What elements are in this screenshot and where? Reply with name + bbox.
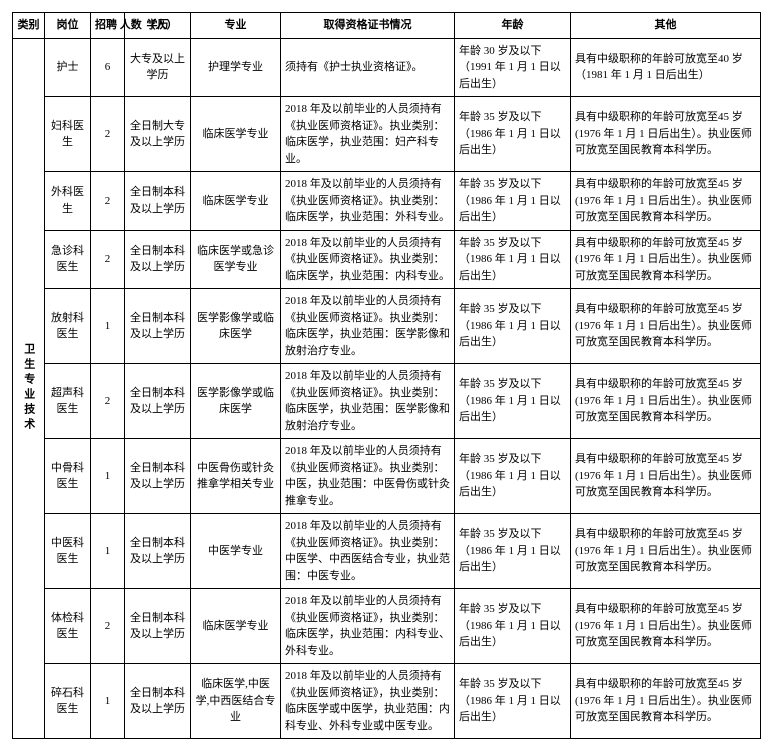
major-cell: 临床医学专业 [191, 97, 281, 172]
count-cell: 1 [91, 289, 125, 364]
major-cell: 医学影像学或临床医学 [191, 289, 281, 364]
other-cell: 具有中级职称的年龄可放宽至45 岁(1976 年 1 月 1 日后出生）。执业医… [571, 97, 761, 172]
education-cell: 全日制本科及以上学历 [125, 589, 191, 664]
other-cell: 具有中级职称的年龄可放宽至45 岁(1976 年 1 月 1 日后出生）。执业医… [571, 664, 761, 739]
table-row: 体检科医生2全日制本科及以上学历临床医学专业2018 年及以前毕业的人员须持有《… [13, 589, 761, 664]
table-row: 急诊科医生2全日制本科及以上学历临床医学或急诊医学专业2018 年及以前毕业的人… [13, 230, 761, 289]
age-cell: 年龄 35 岁及以下（1986 年 1 月 1 日以后出生） [455, 230, 571, 289]
table-row: 外科医生2全日制本科及以上学历临床医学专业2018 年及以前毕业的人员须持有《执… [13, 172, 761, 231]
major-cell: 中医学专业 [191, 514, 281, 589]
position-cell: 中骨科医生 [45, 439, 91, 514]
other-cell: 具有中级职称的年龄可放宽至40 岁（1981 年 1 月 1 日后出生） [571, 38, 761, 97]
th-category: 类别 [13, 13, 45, 39]
cert-cell: 2018 年及以前毕业的人员须持有《执业医师资格证》。执业类别：临床医学，执业范… [281, 289, 455, 364]
age-cell: 年龄 35 岁及以下（1986 年 1 月 1 日以后出生） [455, 364, 571, 439]
table-row: 妇科医生2全日制大专及以上学历临床医学专业2018 年及以前毕业的人员须持有《执… [13, 97, 761, 172]
cert-cell: 2018 年及以前毕业的人员须持有《执业医师资格证》。执业类别：临床医学，执业范… [281, 172, 455, 231]
position-cell: 体检科医生 [45, 589, 91, 664]
position-cell: 碎石科医生 [45, 664, 91, 739]
cert-cell: 2018 年及以前毕业的人员须持有《执业医师资格证》。执业类别：中医，执业范围：… [281, 439, 455, 514]
other-cell: 具有中级职称的年龄可放宽至45 岁(1976 年 1 月 1 日后出生）。执业医… [571, 589, 761, 664]
count-cell: 6 [91, 38, 125, 97]
major-cell: 医学影像学或临床医学 [191, 364, 281, 439]
cert-cell: 2018 年及以前毕业的人员须持有《执业医师资格证》，执业类别：临床医学或中医学… [281, 664, 455, 739]
th-age: 年龄 [455, 13, 571, 39]
major-cell: 临床医学或急诊医学专业 [191, 230, 281, 289]
count-cell: 2 [91, 230, 125, 289]
table-row: 中骨科医生1全日制本科及以上学历中医骨伤或针灸推拿学相关专业2018 年及以前毕… [13, 439, 761, 514]
position-cell: 超声科医生 [45, 364, 91, 439]
education-cell: 大专及以上学历 [125, 38, 191, 97]
table-row: 中医科医生1全日制本科及以上学历中医学专业2018 年及以前毕业的人员须持有《执… [13, 514, 761, 589]
position-cell: 妇科医生 [45, 97, 91, 172]
age-cell: 年龄 35 岁及以下（1986 年 1 月 1 日以后出生） [455, 664, 571, 739]
education-cell: 全日制本科及以上学历 [125, 289, 191, 364]
position-cell: 外科医生 [45, 172, 91, 231]
education-cell: 全日制本科及以上学历 [125, 514, 191, 589]
header-row: 类别 岗位 招聘 人数 （人） 学历 专业 取得资格证书情况 年龄 其他 [13, 13, 761, 39]
other-cell: 具有中级职称的年龄可放宽至45 岁(1976 年 1 月 1 日后出生）。执业医… [571, 439, 761, 514]
th-major: 专业 [191, 13, 281, 39]
cert-cell: 2018 年及以前毕业的人员须持有《执业医师资格证》，执业类别：临床医学，执业范… [281, 589, 455, 664]
position-cell: 放射科医生 [45, 289, 91, 364]
count-cell: 2 [91, 97, 125, 172]
th-cert: 取得资格证书情况 [281, 13, 455, 39]
count-cell: 2 [91, 364, 125, 439]
th-other: 其他 [571, 13, 761, 39]
th-position: 岗位 [45, 13, 91, 39]
education-cell: 全日制大专及以上学历 [125, 97, 191, 172]
age-cell: 年龄 35 岁及以下（1986 年 1 月 1 日以后出生） [455, 589, 571, 664]
other-cell: 具有中级职称的年龄可放宽至45 岁(1976 年 1 月 1 日后出生）。执业医… [571, 364, 761, 439]
recruitment-table: 类别 岗位 招聘 人数 （人） 学历 专业 取得资格证书情况 年龄 其他 卫生专… [12, 12, 761, 739]
table-row: 卫生专业技术护士6大专及以上学历护理学专业须持有《护士执业资格证》。年龄 30 … [13, 38, 761, 97]
education-cell: 全日制本科及以上学历 [125, 230, 191, 289]
other-cell: 具有中级职称的年龄可放宽至45 岁(1976 年 1 月 1 日后出生）。执业医… [571, 289, 761, 364]
major-cell: 临床医学专业 [191, 589, 281, 664]
age-cell: 年龄 35 岁及以下（1986 年 1 月 1 日以后出生） [455, 439, 571, 514]
age-cell: 年龄 35 岁及以下（1986 年 1 月 1 日以后出生） [455, 172, 571, 231]
category-cell: 卫生专业技术 [13, 38, 45, 739]
th-count: 招聘 人数 （人） [91, 13, 125, 39]
table-row: 超声科医生2全日制本科及以上学历医学影像学或临床医学2018 年及以前毕业的人员… [13, 364, 761, 439]
education-cell: 全日制本科及以上学历 [125, 664, 191, 739]
table-row: 放射科医生1全日制本科及以上学历医学影像学或临床医学2018 年及以前毕业的人员… [13, 289, 761, 364]
other-cell: 具有中级职称的年龄可放宽至45 岁(1976 年 1 月 1 日后出生）。执业医… [571, 172, 761, 231]
count-cell: 1 [91, 664, 125, 739]
other-cell: 具有中级职称的年龄可放宽至45 岁(1976 年 1 月 1 日后出生）。执业医… [571, 514, 761, 589]
position-cell: 急诊科医生 [45, 230, 91, 289]
education-cell: 全日制本科及以上学历 [125, 172, 191, 231]
education-cell: 全日制本科及以上学历 [125, 364, 191, 439]
position-cell: 中医科医生 [45, 514, 91, 589]
cert-cell: 须持有《护士执业资格证》。 [281, 38, 455, 97]
count-cell: 2 [91, 589, 125, 664]
age-cell: 年龄 35 岁及以下（1986 年 1 月 1 日以后出生） [455, 289, 571, 364]
table-row: 碎石科医生1全日制本科及以上学历临床医学,中医学,中西医结合专业2018 年及以… [13, 664, 761, 739]
count-cell: 1 [91, 514, 125, 589]
age-cell: 年龄 35 岁及以下（1986 年 1 月 1 日以后出生） [455, 514, 571, 589]
count-cell: 1 [91, 439, 125, 514]
cert-cell: 2018 年及以前毕业的人员须持有《执业医师资格证》。执业类别：中医学、中西医结… [281, 514, 455, 589]
major-cell: 临床医学专业 [191, 172, 281, 231]
major-cell: 中医骨伤或针灸推拿学相关专业 [191, 439, 281, 514]
major-cell: 护理学专业 [191, 38, 281, 97]
age-cell: 年龄 30 岁及以下（1991 年 1 月 1 日以后出生） [455, 38, 571, 97]
age-cell: 年龄 35 岁及以下（1986 年 1 月 1 日以后出生） [455, 97, 571, 172]
cert-cell: 2018 年及以前毕业的人员须持有《执业医师资格证》。执业类别：临床医学，执业范… [281, 97, 455, 172]
count-cell: 2 [91, 172, 125, 231]
other-cell: 具有中级职称的年龄可放宽至45 岁(1976 年 1 月 1 日后出生）。执业医… [571, 230, 761, 289]
position-cell: 护士 [45, 38, 91, 97]
cert-cell: 2018 年及以前毕业的人员须持有《执业医师资格证》。执业类别：临床医学，执业范… [281, 230, 455, 289]
major-cell: 临床医学,中医学,中西医结合专业 [191, 664, 281, 739]
education-cell: 全日制本科及以上学历 [125, 439, 191, 514]
cert-cell: 2018 年及以前毕业的人员须持有《执业医师资格证》。执业类别：临床医学，执业范… [281, 364, 455, 439]
